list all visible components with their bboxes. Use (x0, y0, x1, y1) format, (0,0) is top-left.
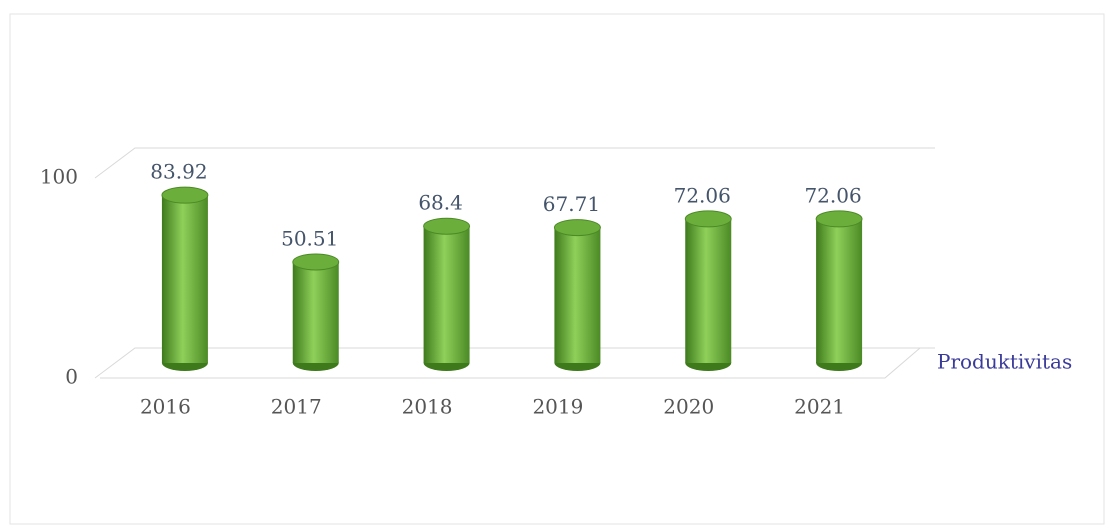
cylinder-top (292, 253, 340, 271)
value-label: 72.06 (674, 183, 731, 207)
value-label: 83.92 (150, 160, 207, 184)
bar (292, 261, 339, 363)
bar (554, 227, 601, 363)
value-label: 67.71 (543, 192, 600, 216)
cylinder-top (553, 219, 601, 237)
floor-edge (100, 347, 921, 379)
x-tick-label: 2021 (794, 395, 845, 419)
y-tick-label: 100 (40, 165, 78, 189)
value-label: 50.51 (281, 226, 338, 250)
bar (816, 218, 863, 363)
x-tick-label: 2016 (140, 395, 191, 419)
series-label: Produktivitas (937, 350, 1072, 374)
cylinder-top (684, 210, 732, 228)
x-tick-label: 2017 (271, 395, 322, 419)
x-tick-label: 2019 (532, 395, 583, 419)
value-label: 68.4 (418, 191, 463, 215)
grid-line (94, 347, 935, 379)
grid-line (94, 147, 935, 179)
bar (423, 226, 470, 363)
x-tick-label: 2020 (663, 395, 714, 419)
bar (685, 218, 732, 363)
y-tick-label: 0 (65, 365, 78, 389)
cylinder-top (161, 186, 209, 204)
cylinder-top (423, 217, 471, 235)
x-tick-label: 2018 (402, 395, 453, 419)
cylinder-top (815, 210, 863, 228)
value-label: 72.06 (804, 183, 861, 207)
bar (161, 195, 208, 363)
chart-border (9, 13, 1105, 525)
